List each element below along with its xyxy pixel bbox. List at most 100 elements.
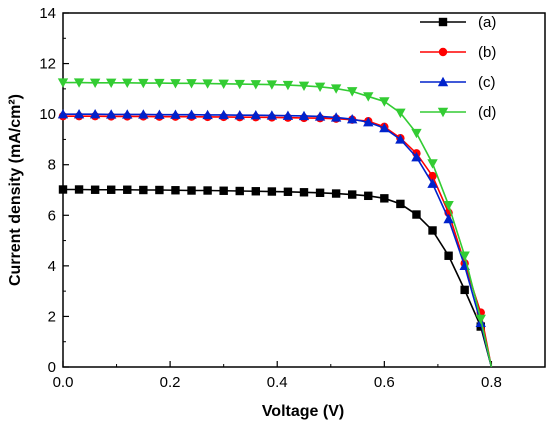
data-point — [122, 78, 133, 88]
legend-marker — [438, 17, 448, 27]
data-point — [379, 97, 390, 107]
data-point — [90, 185, 100, 194]
data-point — [395, 134, 406, 144]
data-point — [107, 185, 116, 194]
data-point — [57, 78, 69, 88]
data-point — [475, 314, 486, 325]
data-point — [123, 185, 132, 194]
data-point — [171, 186, 180, 195]
data-point — [218, 109, 229, 120]
data-point — [380, 194, 389, 203]
data-point — [57, 108, 69, 119]
data-point — [251, 187, 260, 196]
series-3 — [57, 108, 493, 368]
data-point — [89, 108, 101, 119]
data-point — [74, 185, 84, 194]
data-point — [170, 109, 181, 119]
y-axis-title: Current density (mA/cm²) — [7, 94, 24, 286]
series-line — [63, 188, 493, 368]
legend-marker — [437, 107, 449, 118]
data-point — [138, 78, 149, 89]
data-point — [428, 171, 437, 181]
y-tick-label: 2 — [48, 308, 56, 325]
y-tick-label: 10 — [39, 106, 56, 123]
data-point — [411, 151, 422, 162]
data-point — [330, 84, 342, 94]
data-point — [106, 109, 117, 119]
x-axis-title: Voltage (V) — [262, 403, 344, 420]
data-point — [330, 112, 342, 122]
data-point — [187, 186, 196, 195]
series-layer — [57, 78, 493, 368]
data-point — [443, 213, 454, 224]
data-point — [282, 110, 294, 120]
data-point — [218, 79, 229, 89]
data-point — [363, 117, 374, 127]
data-point — [155, 185, 164, 195]
data-point — [411, 128, 422, 139]
legend-item: (c) — [420, 74, 496, 91]
data-point — [170, 79, 181, 89]
series-1 — [58, 185, 493, 368]
data-point — [202, 79, 213, 89]
data-point — [154, 109, 165, 119]
data-point — [73, 78, 85, 88]
data-point — [282, 80, 294, 91]
data-point — [250, 109, 261, 120]
data-point — [234, 79, 245, 90]
series-line — [63, 81, 493, 368]
y-tick-label: 12 — [39, 56, 56, 73]
legend-marker — [437, 76, 449, 87]
data-point — [315, 188, 325, 197]
data-point — [154, 78, 165, 89]
y-tick-label: 6 — [48, 207, 56, 224]
data-point — [298, 110, 310, 121]
data-point — [428, 226, 437, 235]
data-point — [427, 178, 438, 188]
x-tick-label: 0.0 — [53, 374, 74, 391]
series-2 — [58, 111, 493, 368]
data-point — [443, 200, 454, 211]
data-point — [266, 110, 278, 120]
legend-item: (d) — [420, 104, 496, 121]
y-tick-label: 0 — [48, 359, 56, 376]
y-tick-label: 14 — [39, 5, 56, 22]
data-point — [314, 82, 326, 93]
data-point — [219, 186, 228, 195]
data-point — [186, 79, 197, 89]
data-point — [396, 199, 405, 209]
legend: (a) (b) (c) (d) — [420, 14, 496, 121]
x-tick-label: 0.6 — [374, 374, 395, 391]
data-point — [331, 189, 341, 198]
legend-item: (b) — [420, 44, 496, 61]
data-point — [234, 109, 245, 120]
data-point — [379, 122, 390, 133]
legend-label: (c) — [478, 74, 496, 91]
data-point — [202, 109, 213, 120]
series-line — [63, 113, 493, 368]
data-point — [363, 92, 374, 102]
data-point — [444, 251, 453, 260]
data-point — [298, 81, 310, 92]
legend-item: (a) — [420, 14, 496, 31]
data-point — [267, 187, 277, 196]
data-point — [250, 80, 261, 90]
data-point — [347, 114, 358, 124]
y-tick-label: 4 — [48, 258, 56, 275]
x-tick-label: 0.2 — [160, 374, 181, 391]
data-point — [412, 210, 421, 219]
y-axis-ticks: 0 2 4 6 8 10 12 14 — [39, 5, 69, 376]
legend-label: (d) — [478, 104, 496, 121]
legend-label: (a) — [478, 14, 496, 31]
data-point — [395, 108, 406, 119]
data-point — [427, 159, 438, 169]
data-point — [73, 108, 85, 119]
x-tick-label: 0.4 — [267, 374, 288, 391]
x-tick-label: 0.8 — [481, 374, 502, 391]
data-point — [283, 187, 293, 196]
series-4 — [57, 78, 493, 368]
legend-marker — [438, 47, 448, 57]
data-point — [122, 109, 133, 119]
data-point — [235, 186, 244, 196]
